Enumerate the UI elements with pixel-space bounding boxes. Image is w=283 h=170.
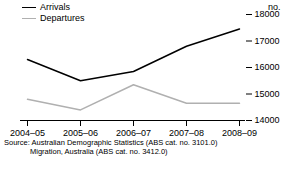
svg-text:2005–06: 2005–06 [63,128,98,138]
html-text:Source: Australian Demographic: Source: Australian Demographic Statistic… [4,138,218,147]
svg-text:2006–07: 2006–07 [116,128,151,138]
html-text:Migration, Australia (ABS cat.: Migration, Australia (ABS cat. no. 3412.… [30,147,168,156]
svg-text:14000: 14000 [255,115,280,125]
svg-text:2004–05: 2004–05 [10,128,45,138]
svg-text:2008–09: 2008–09 [222,128,257,138]
svg-text:16000: 16000 [255,62,280,72]
svg-text:2007–08: 2007–08 [169,128,204,138]
svg-text:18000: 18000 [254,9,280,20]
html-text:Arrivals: Arrivals [40,2,70,12]
svg-text:15000: 15000 [255,89,280,99]
svg-text:no.: no. [268,2,281,12]
html-text:Departures: Departures [40,13,85,23]
svg-text:17000: 17000 [255,36,280,46]
